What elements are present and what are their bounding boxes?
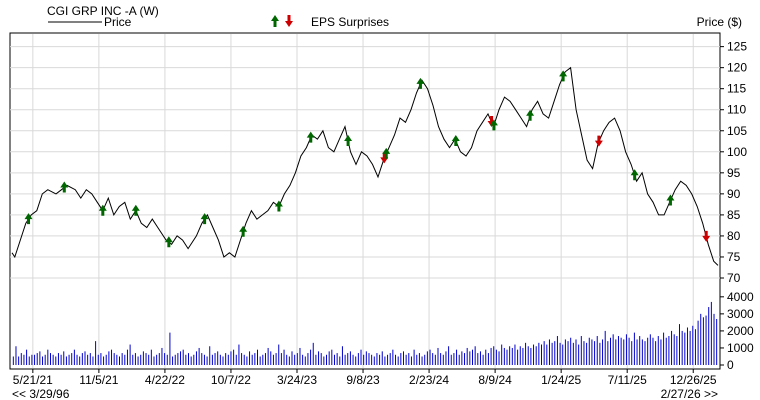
- date-tick-label: 4/22/22: [145, 373, 185, 387]
- eps-beat-icon: [630, 169, 639, 181]
- range-end-link[interactable]: 2/27/26 >>: [661, 387, 718, 400]
- volume-tick-label: 0: [727, 358, 734, 372]
- price-tick-label: 95: [727, 166, 741, 180]
- eps-beat-icon: [416, 77, 425, 89]
- eps-beat-icon: [164, 236, 173, 248]
- price-line: [11, 66, 719, 266]
- eps-beat-icon: [666, 194, 675, 206]
- price-tick-label: 75: [727, 250, 741, 264]
- eps-beat-icon: [24, 213, 33, 225]
- date-tick-label: 8/9/24: [478, 373, 512, 387]
- volume-tick-label: 2000: [727, 324, 754, 338]
- date-axis: 5/21/21 11/5/21 4/22/22 10/7/22 3/24/23 9/8/2…: [13, 369, 717, 387]
- date-tick-label: 11/5/21: [79, 373, 118, 387]
- eps-miss-icon: [487, 116, 496, 128]
- eps-beat-icon: [200, 213, 209, 225]
- eps-beat-icon: [306, 131, 315, 143]
- date-tick-label: 7/11/25: [608, 373, 647, 387]
- price-tick-label: 90: [727, 187, 741, 201]
- eps-beat-icon: [98, 204, 107, 216]
- volume-tick-label: 3000: [727, 307, 754, 321]
- volume-axis: 0 1000 2000 3000 4000: [720, 290, 754, 372]
- eps-legend-up-icon: [271, 15, 279, 27]
- eps-legend-down-icon: [285, 15, 293, 27]
- date-tick-label: 10/7/22: [211, 373, 251, 387]
- eps-beat-icon: [274, 200, 283, 212]
- date-tick-label: 3/24/23: [277, 373, 317, 387]
- eps-beat-icon: [489, 119, 498, 131]
- range-start-link[interactable]: << 3/29/96: [12, 387, 70, 400]
- price-tick-label: 105: [727, 124, 747, 138]
- price-tick-label: 85: [727, 208, 741, 222]
- date-tick-label: 5/21/21: [13, 373, 53, 387]
- eps-beat-icon: [382, 147, 391, 159]
- eps-miss-icon: [702, 230, 711, 242]
- price-tick-label: 100: [727, 145, 747, 159]
- volume-tick-label: 1000: [727, 341, 754, 355]
- eps-miss-icon: [594, 135, 603, 147]
- eps-beat-icon: [526, 109, 535, 121]
- date-tick-label: 9/8/23: [346, 373, 380, 387]
- price-tick-label: 70: [727, 271, 741, 285]
- eps-miss-icon: [380, 152, 389, 164]
- eps-beat-icon: [131, 204, 140, 216]
- price-tick-label: 110: [727, 103, 746, 117]
- eps-beat-icon: [559, 70, 568, 82]
- eps-legend-label: EPS Surprises: [311, 15, 389, 29]
- eps-beat-icon: [60, 181, 69, 193]
- price-tick-label: 115: [727, 82, 746, 96]
- eps-beat-icon: [239, 225, 248, 237]
- eps-markers: [24, 70, 711, 248]
- eps-beat-icon: [344, 134, 353, 146]
- gridlines: [10, 34, 720, 368]
- price-tick-label: 120: [727, 61, 747, 75]
- price-axis: 70 75 80 85 90 95 100 105 110 115 120 125: [720, 40, 747, 285]
- volume-tick-label: 4000: [727, 290, 754, 304]
- price-tick-label: 125: [727, 40, 747, 54]
- date-tick-label: 12/26/25: [670, 373, 717, 387]
- y-axis-title: Price ($): [697, 15, 742, 29]
- plot-frame: [9, 32, 721, 370]
- date-tick-label: 2/23/24: [409, 373, 449, 387]
- price-legend-label: Price: [104, 15, 132, 29]
- chart-title: CGI GRP INC -A (W): [47, 4, 159, 18]
- volume-bars: [12, 301, 718, 365]
- date-tick-label: 1/24/25: [541, 373, 581, 387]
- eps-beat-icon: [451, 134, 460, 146]
- price-tick-label: 80: [727, 229, 741, 243]
